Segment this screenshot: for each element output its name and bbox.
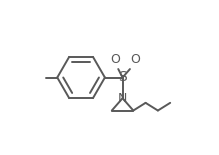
Text: O: O <box>130 53 140 66</box>
Text: S: S <box>118 71 127 84</box>
Text: O: O <box>110 53 120 66</box>
Text: N: N <box>118 92 127 105</box>
